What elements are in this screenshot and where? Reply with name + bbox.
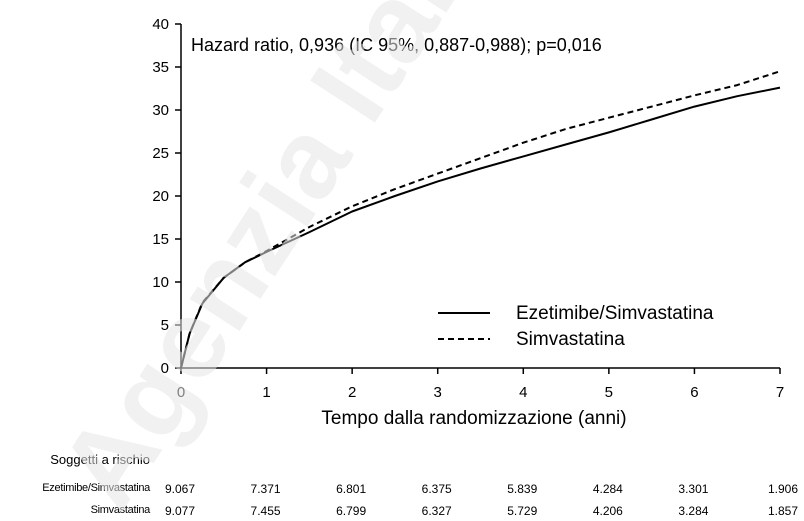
x-tick-label: 2: [348, 384, 356, 401]
risk-cell: 6.799: [336, 504, 367, 518]
legend-label-ezetimibe: Ezetimibe/Simvastatina: [516, 303, 714, 324]
risk-row-label: Simvastatina: [90, 504, 151, 516]
y-tick-label: 20: [152, 188, 169, 205]
risk-table-title: Soggetti a rischio: [50, 452, 150, 467]
risk-cell: 6.801: [336, 482, 367, 496]
x-tick-label: 1: [262, 384, 270, 401]
legend: Ezetimibe/Simvastatina Simvastatina: [438, 303, 714, 350]
y-tick-label: 5: [161, 317, 169, 334]
y-tick-label: 15: [152, 231, 169, 248]
x-tick-label: 0: [177, 384, 185, 401]
y-tick-label: 10: [152, 274, 169, 291]
series-line-ezetimibe-simvastatina: [180, 86, 781, 369]
y-tick-label: 25: [152, 145, 169, 162]
x-ticks: 0 1 2 3 4 5 6 7: [177, 368, 784, 401]
y-ticks: 0 5 10 15 20 25 30 35 40: [152, 16, 181, 377]
x-tick-label: 6: [690, 384, 698, 401]
risk-cell: 1.906: [767, 482, 798, 496]
risk-cell: 5.729: [507, 504, 538, 518]
legend-label-simvastatina: Simvastatina: [516, 329, 625, 350]
x-tick-label: 7: [776, 384, 784, 401]
survival-chart: 0 5 10 15 20 25 30 35 40 0 1 2 3 4 5 6 7 Hazard ratio, …: [152, 16, 784, 429]
hazard-ratio-annotation: Hazard ratio, 0,936 (IC 95%, 0,887-0,988…: [191, 35, 602, 55]
chart-axes: 0 5 10 15 20 25 30 35 40 0 1 2 3 4 5 6 7: [152, 16, 784, 401]
risk-row-label: Ezetimibe/Simvastatina: [42, 482, 150, 494]
x-tick-label: 4: [519, 384, 527, 401]
x-axis-title: Tempo dalla randomizzazione (anni): [321, 408, 626, 429]
series-line-simvastatina: [180, 70, 781, 369]
risk-cell: 9.077: [164, 504, 195, 518]
risk-cell: 3.284: [678, 504, 709, 518]
risk-cell: 7.455: [250, 504, 281, 518]
risk-cell: 4.284: [592, 482, 623, 496]
risk-cell: 4.206: [592, 504, 623, 518]
risk-cell: 6.375: [421, 482, 452, 496]
x-tick-label: 3: [434, 384, 442, 401]
y-tick-label: 30: [152, 102, 169, 119]
y-tick-label: 40: [152, 16, 169, 33]
risk-cell: 1.857: [767, 504, 798, 518]
risk-cell: 7.371: [250, 482, 281, 496]
risk-cell: 3.301: [678, 482, 709, 496]
x-tick-label: 5: [605, 384, 613, 401]
y-tick-label: 0: [161, 360, 169, 377]
risk-cell: 6.327: [421, 504, 452, 518]
risk-cell: 5.839: [507, 482, 538, 496]
plot-lines: [180, 70, 781, 369]
risk-table-row: Simvastatina 9.077 7.455 6.799 6.327 5.729 4.2…: [0, 504, 804, 520]
y-tick-label: 35: [152, 59, 169, 76]
risk-cell: 9.067: [164, 482, 195, 496]
risk-table-row: Ezetimibe/Simvastatina 9.067 7.371 6.801 6.3…: [0, 482, 804, 498]
